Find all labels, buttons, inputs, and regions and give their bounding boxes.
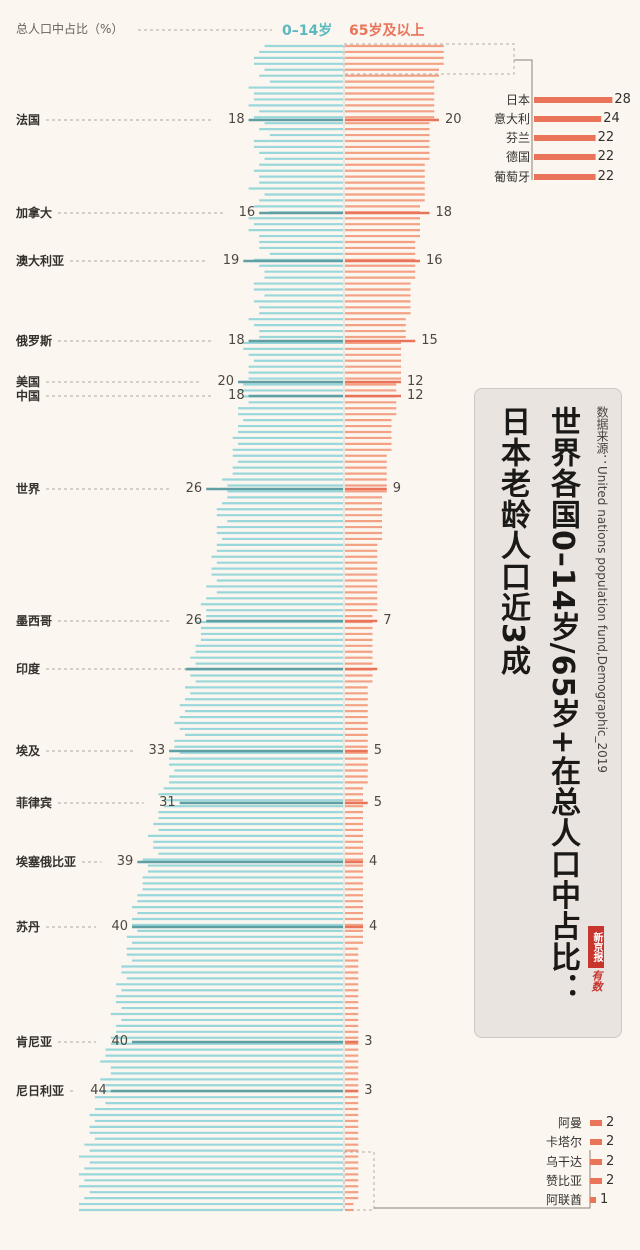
top-country-value: 22 [597,169,615,184]
old-value-label: 4 [369,854,378,869]
country-label: 墨西哥 [16,614,53,628]
bottom-country-value: 2 [606,1115,615,1130]
bottom-country-value: 1 [600,1192,609,1207]
country-label: 美国 [16,375,41,389]
young-value-label: 18 [228,112,245,127]
chart-title-line1: 世界各国0–14岁/65岁+在总人口中占比： [545,406,580,1004]
country-label: 苏丹 [16,920,41,934]
top-country-name: 德国 [505,150,530,164]
country-label: 中国 [16,389,41,403]
young-value-label: 19 [222,253,240,268]
old-value-label: 15 [421,333,438,348]
young-series-label: 0–14岁 [282,23,333,39]
young-value-label: 20 [217,374,234,389]
bottom-country-name: 卡塔尔 [545,1135,582,1149]
young-value-label: 26 [185,481,203,496]
country-label: 世界 [16,482,41,496]
bottom-country-value: 2 [606,1134,615,1149]
old-value-label: 3 [364,1083,373,1098]
young-value-label: 31 [159,795,176,810]
top-country-value: 22 [597,130,615,145]
country-label: 埃及 [16,744,41,758]
old-value-label: 20 [445,112,462,127]
country-label: 埃塞俄比亚 [16,855,77,869]
top-country-name: 日本 [505,93,530,107]
data-source: 数据来源：United nations population fund,Demo… [595,406,609,774]
chart-title-line2: 日本老龄人口近3成 [495,406,530,676]
old-series-label: 65岁及以上 [349,23,425,39]
country-label: 澳大利亚 [16,254,65,268]
old-value-label: 5 [373,795,383,810]
young-value-label: 44 [90,1083,107,1098]
bottom-country-name: 阿曼 [557,1116,582,1130]
old-value-label: 4 [369,919,378,934]
country-label: 俄罗斯 [16,334,53,348]
bottom-country-name: 乌干达 [545,1155,582,1169]
young-value-label: 33 [148,743,166,758]
young-value-label: 26 [185,613,203,628]
top-country-name: 芬兰 [505,131,530,145]
country-label: 加拿大 [16,206,53,220]
young-value-label: 18 [228,333,245,348]
top-country-name: 意大利 [493,112,530,126]
bottom-country-name: 阿联酋 [545,1193,582,1207]
old-value-label: 12 [407,374,424,389]
bottom-callout-frame [343,1151,375,1211]
old-value-label: 16 [426,253,443,268]
axis-label: 总人口中占比（%） [16,22,124,36]
old-value-label: 12 [407,388,424,403]
young-value-label: 39 [116,854,134,869]
top-callout-connector [514,59,533,180]
young-value-label: 18 [228,388,245,403]
country-label: 肯尼亚 [16,1035,53,1049]
top-country-name: 葡萄牙 [493,170,530,184]
top-country-value: 28 [614,92,631,107]
country-label: 法国 [16,113,41,127]
country-label: 菲律宾 [16,796,53,810]
bottom-callout-connector [374,1150,591,1209]
young-value-label: 40 [111,919,128,934]
bottom-country-name: 赞比亚 [545,1174,582,1188]
old-value-label: 7 [383,613,392,628]
top-country-value: 22 [597,149,615,164]
top-callout-frame [343,43,515,75]
top-country-value: 24 [603,111,620,126]
young-value-label: 16 [238,205,256,220]
young-value-label: 40 [111,1034,128,1049]
country-label: 印度 [16,662,41,676]
bottom-country-value: 2 [606,1173,615,1188]
old-value-label: 9 [392,481,402,496]
old-value-label: 3 [364,1034,373,1049]
bottom-country-value: 2 [606,1154,615,1169]
old-value-label: 5 [373,743,383,758]
country-label: 尼日利亚 [16,1084,65,1098]
column-logo: 有数 [590,970,603,992]
old-value-label: 18 [435,205,453,220]
publisher-logo: 新京报 [588,926,604,968]
